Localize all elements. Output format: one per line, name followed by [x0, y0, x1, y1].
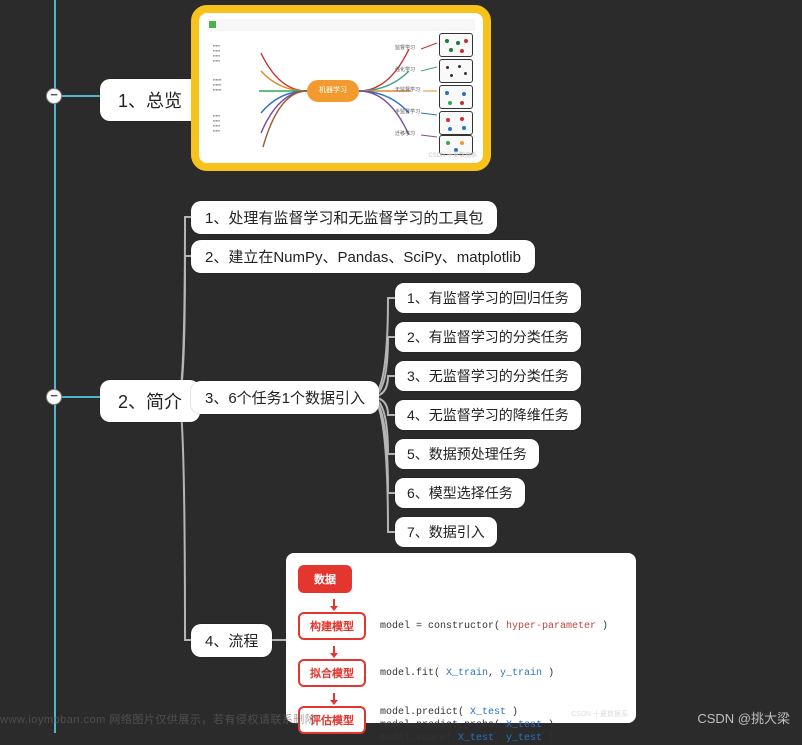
toggle-overview[interactable]: − [46, 88, 62, 104]
watermark-left: www.ioymoban.com 网络图片仅供展示，若有侵权请联系删除 [0, 711, 316, 727]
node-overview-label: 1、总览 [118, 91, 182, 111]
thumb-center: 机器学习 [307, 80, 359, 102]
flow-code-3: model.predict( X_test ) model.predict_pr… [380, 706, 554, 745]
node-task-4[interactable]: 4、无监督学习的降维任务 [395, 400, 581, 430]
mindmap-canvas: − − 1、总览 [0, 0, 802, 733]
node-intro-label: 2、简介 [118, 392, 182, 412]
toggle-intro[interactable]: − [46, 389, 62, 405]
node-task-3[interactable]: 3、无监督学习的分类任务 [395, 361, 581, 391]
node-intro-c1[interactable]: 1、处理有监督学习和无监督学习的工具包 [191, 201, 497, 234]
flow-step-1: 构建模型 [298, 612, 366, 640]
node-intro-c2[interactable]: 2、建立在NumPy、Pandas、SciPy、matplotlib [191, 240, 535, 273]
node-task-5[interactable]: 5、数据预处理任务 [395, 439, 539, 469]
node-task-7[interactable]: 7、数据引入 [395, 517, 497, 547]
overview-card[interactable]: 机器学习 ▪▪▪▪▪ ▪▪▪▪▪ ▪▪▪▪▪ ▪▪▪▪▪ ▪▪▪▪▪▪ ▪▪▪▪… [191, 5, 491, 171]
flow-data: 数据 [298, 565, 352, 593]
node-intro[interactable]: 2、简介 [100, 380, 200, 422]
node-overview[interactable]: 1、总览 [100, 79, 200, 121]
flow-step-2: 拟合模型 [298, 659, 366, 687]
flow-code-1: model = constructor( hyper-parameter ) [380, 620, 608, 633]
watermark-right: CSDN @挑大梁 [697, 708, 790, 727]
overview-thumb: 机器学习 ▪▪▪▪▪ ▪▪▪▪▪ ▪▪▪▪▪ ▪▪▪▪▪ ▪▪▪▪▪▪ ▪▪▪▪… [199, 13, 483, 163]
node-task-1[interactable]: 1、有监督学习的回归任务 [395, 283, 581, 313]
node-intro-c3[interactable]: 3、6个任务1个数据引入 [191, 381, 379, 414]
thumb-watermark: CSDN 十夏数据系 [428, 150, 477, 159]
node-task-2[interactable]: 2、有监督学习的分类任务 [395, 322, 581, 352]
node-intro-c4[interactable]: 4、流程 [191, 624, 272, 657]
flow-watermark: CSDN 十夏数据系 [571, 709, 628, 719]
flow-code-2: model.fit( X_train, y_train ) [380, 667, 554, 680]
node-task-6[interactable]: 6、模型选择任务 [395, 478, 525, 508]
flow-card[interactable]: 数据 构建模型 model = constructor( hyper-param… [286, 553, 636, 723]
